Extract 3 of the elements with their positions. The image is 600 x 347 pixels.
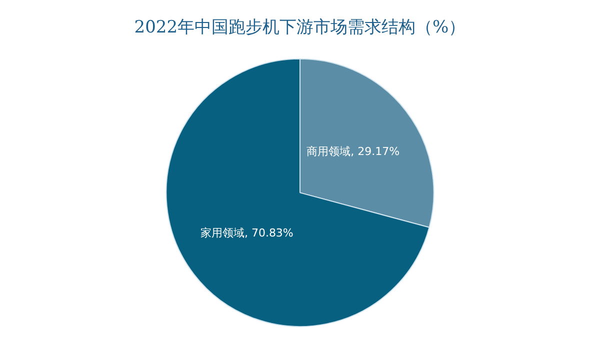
chart-title: 2022年中国跑步机下游市场需求结构（%） <box>134 18 466 38</box>
slice-label: 商用领域, 29.17% <box>306 144 400 158</box>
slice-label: 家用领域, 70.83% <box>200 226 294 240</box>
